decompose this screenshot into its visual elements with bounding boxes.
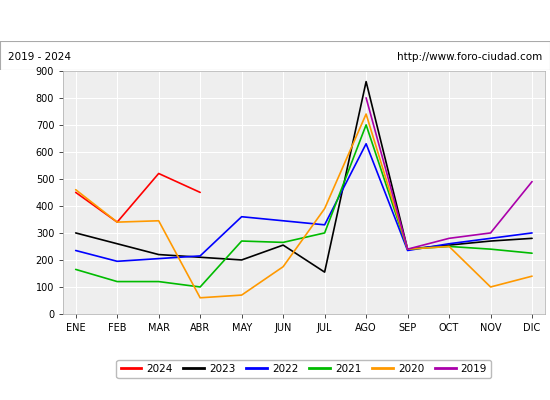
Text: http://www.foro-ciudad.com: http://www.foro-ciudad.com	[397, 52, 542, 62]
Legend: 2024, 2023, 2022, 2021, 2020, 2019: 2024, 2023, 2022, 2021, 2020, 2019	[117, 360, 491, 378]
Text: 2019 - 2024: 2019 - 2024	[8, 52, 72, 62]
Text: Evolucion Nº Turistas Nacionales en el municipio de Maguilla: Evolucion Nº Turistas Nacionales en el m…	[47, 14, 503, 28]
